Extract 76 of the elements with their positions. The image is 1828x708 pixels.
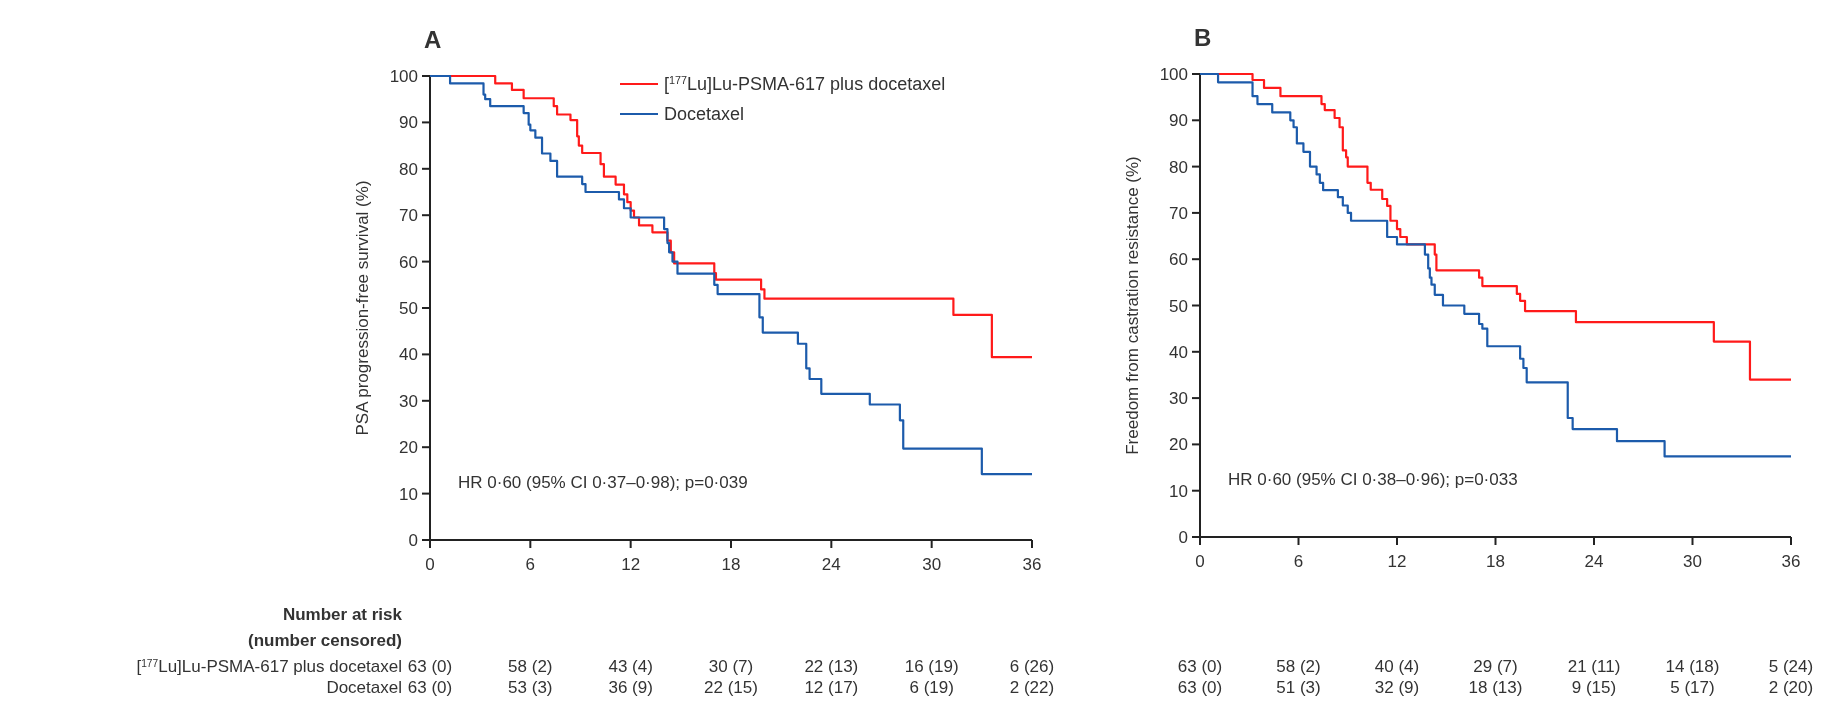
y-axis-title: PSA progression-free survival (%) <box>353 180 372 436</box>
text: 53 (3) <box>508 678 553 697</box>
text: 22 (15) <box>704 678 758 697</box>
legend-label: [$^{177}$Lu]Lu-PSMA-617 plus docetaxel <box>664 74 946 94</box>
y-tick-label: 90 <box>1169 111 1188 131</box>
y-tick-label: 30 <box>399 391 418 411</box>
text: 43 (4) <box>608 657 653 676</box>
y-tick-label: 20 <box>399 438 418 458</box>
x-tick-label: 6 <box>525 555 536 574</box>
text: 14 (18) <box>1665 657 1720 676</box>
x-tick-label: 36 <box>1022 555 1042 574</box>
x-tick-label: 24 <box>821 555 841 574</box>
text: 63 (0) <box>407 678 453 697</box>
y-tick-label: 0 <box>408 531 418 550</box>
x-tick-label: 30 <box>1683 552 1702 571</box>
x-tick-label: 36 <box>1781 552 1801 571</box>
text: 30 (7) <box>708 657 754 676</box>
y-tick-label: 50 <box>1169 296 1188 316</box>
y-tick-label: 50 <box>399 299 418 318</box>
x-tick-label: 0 <box>425 555 435 574</box>
text: Number at risk <box>282 605 403 624</box>
text: 9 (15) <box>1571 678 1617 697</box>
text: 18 (13) <box>1468 678 1523 697</box>
text: 5 (24) <box>1768 657 1814 676</box>
y-tick-label: 40 <box>399 345 418 365</box>
text: 51 (3) <box>1276 678 1321 697</box>
chart-title: B <box>1194 24 1212 51</box>
text: 21 (11) <box>1567 657 1621 676</box>
chart-title: A <box>424 26 442 53</box>
legend-label: Docetaxel <box>664 104 745 124</box>
text: 32 (9) <box>1374 678 1420 697</box>
x-tick-label: 18 <box>721 555 741 574</box>
y-tick-label: 30 <box>1169 389 1188 409</box>
text: 36 (9) <box>608 678 653 697</box>
y-tick-label: 90 <box>399 113 418 133</box>
text: 2 (20) <box>1768 678 1814 697</box>
text: 12 (17) <box>804 678 859 697</box>
y-tick-label: 0 <box>1178 528 1188 547</box>
y-tick-label: 60 <box>1169 250 1188 270</box>
text: 22 (13) <box>804 657 859 676</box>
text: 2 (22) <box>1009 678 1055 697</box>
text: 16 (19) <box>904 657 959 676</box>
y-tick-label: 100 <box>389 67 418 86</box>
annotation: HR 0·60 (95% CI 0·38–0·96); p=0·033 <box>1228 470 1518 489</box>
text: 29 (7) <box>1473 657 1518 676</box>
text: 6 (26) <box>1009 657 1055 676</box>
y-tick-label: 100 <box>1159 65 1188 84</box>
y-axis-title: Freedom from castration resistance (%) <box>1123 156 1142 455</box>
text: 63 (0) <box>407 657 453 676</box>
y-tick-label: 20 <box>1169 435 1188 455</box>
annotation: HR 0·60 (95% CI 0·37–0·98); p=0·039 <box>458 473 748 492</box>
text: 6 (19) <box>909 678 954 697</box>
y-tick-label: 70 <box>1169 203 1188 223</box>
text: 58 (2) <box>1276 657 1321 676</box>
text: 5 (17) <box>1670 678 1715 697</box>
text: 63 (0) <box>1177 678 1223 697</box>
y-tick-label: 40 <box>1169 342 1188 362</box>
text: 63 (0) <box>1177 657 1223 676</box>
y-tick-label: 80 <box>1169 157 1188 177</box>
x-tick-label: 6 <box>1293 552 1304 571</box>
text: 40 (4) <box>1374 657 1420 676</box>
x-tick-label: 18 <box>1486 552 1505 571</box>
x-tick-label: 24 <box>1584 552 1604 571</box>
text: 58 (2) <box>508 657 553 676</box>
x-tick-label: 30 <box>922 555 942 574</box>
y-tick-label: 70 <box>399 206 418 226</box>
text: (number censored) <box>248 631 402 650</box>
y-tick-label: 10 <box>1169 481 1188 501</box>
x-tick-label: 12 <box>621 555 641 574</box>
text: Docetaxel <box>326 678 402 697</box>
y-tick-label: 60 <box>399 252 418 272</box>
y-tick-label: 80 <box>399 159 418 179</box>
y-tick-label: 10 <box>399 484 418 504</box>
x-tick-label: 0 <box>1195 552 1205 571</box>
text: [$^{177}$Lu]Lu-PSMA-617 plus docetaxel <box>136 657 402 676</box>
x-tick-label: 12 <box>1387 552 1407 571</box>
